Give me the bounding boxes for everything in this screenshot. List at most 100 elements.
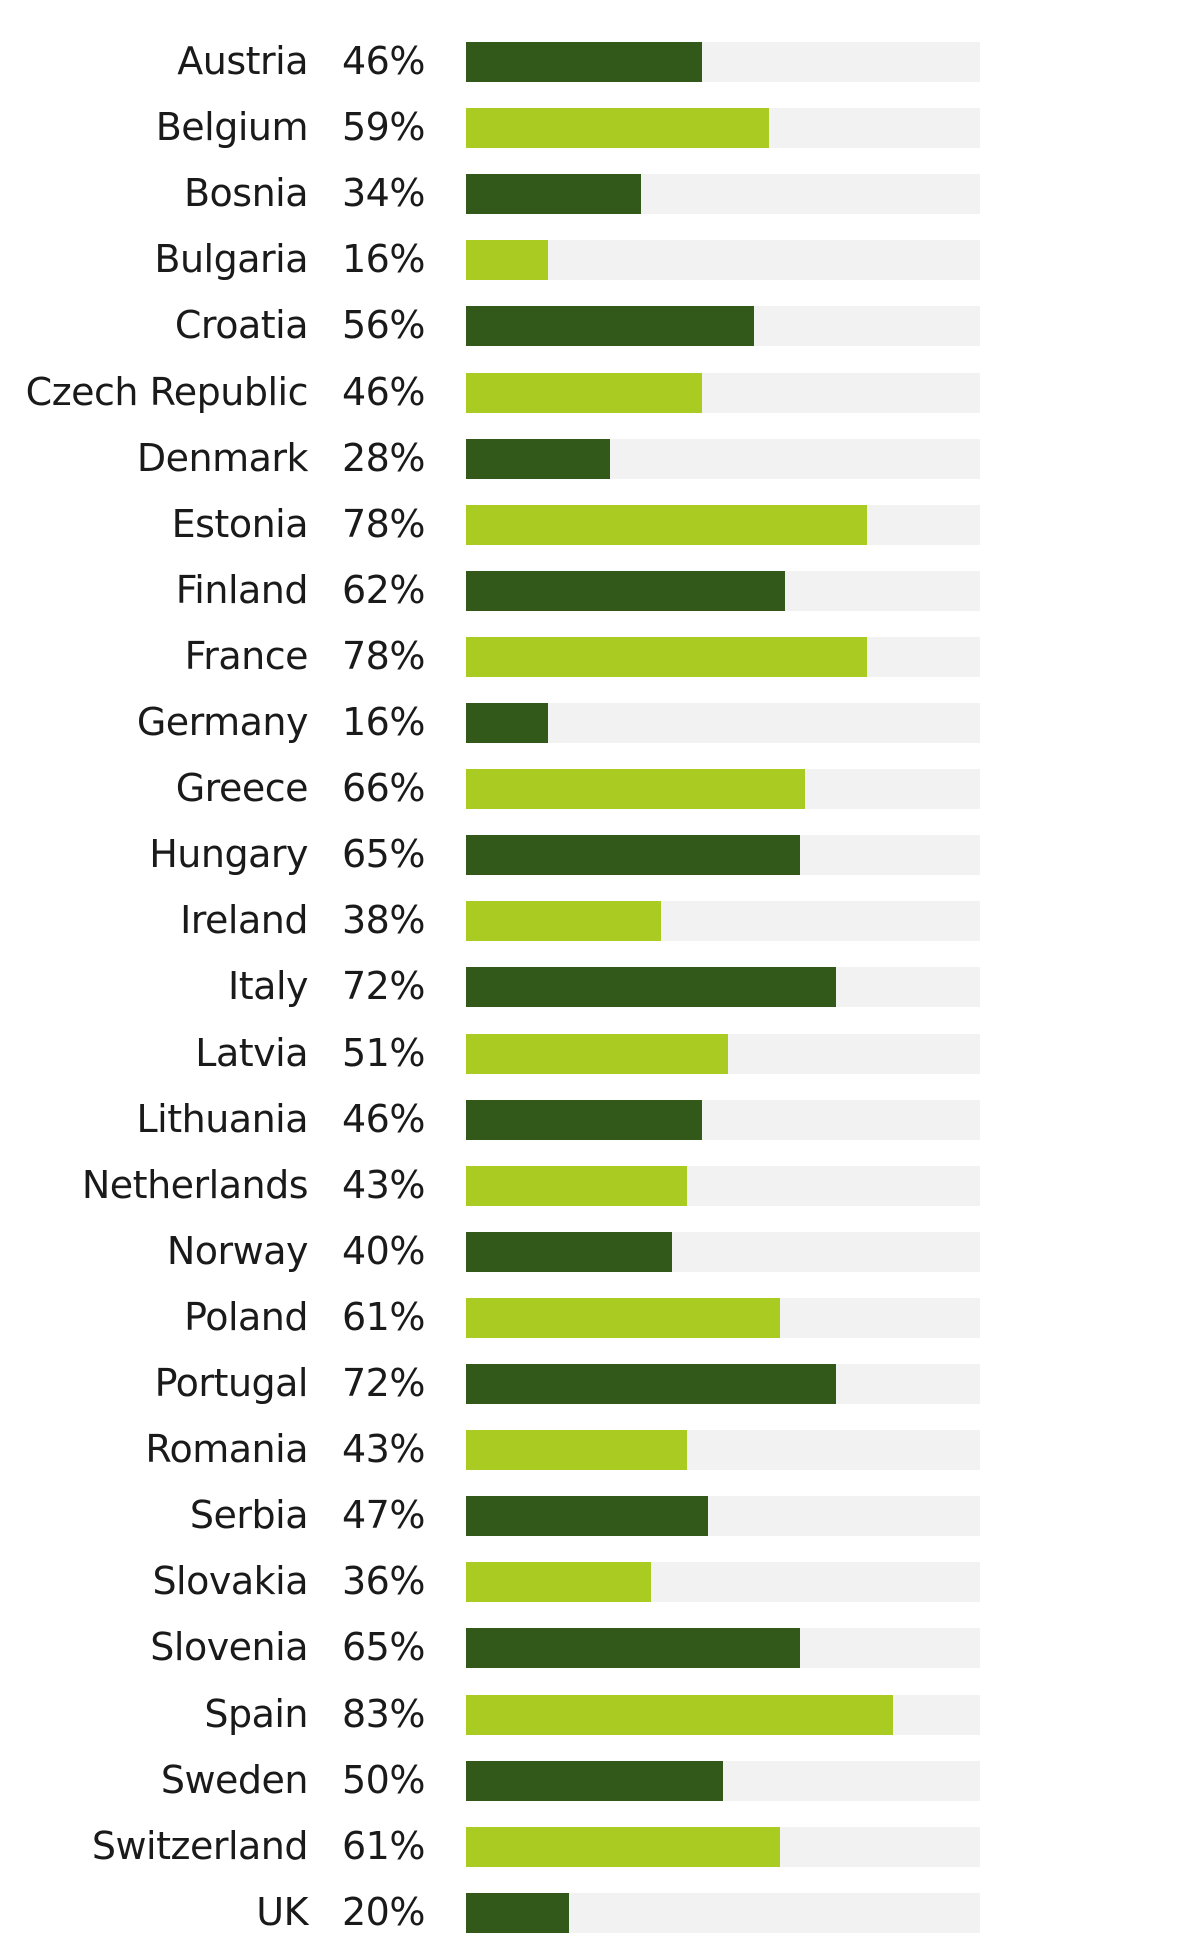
bar-row: Slovenia 65%: [0, 1614, 1200, 1680]
category-label: Norway: [166, 1228, 309, 1273]
category-label: Serbia: [189, 1493, 309, 1538]
bar-track: [466, 1099, 980, 1140]
bar-track: [466, 1826, 980, 1867]
category-label: Czech Republic: [25, 369, 309, 414]
value-label: 65%: [342, 1625, 425, 1670]
bar-row: Hungary 65%: [0, 821, 1200, 887]
bar-row: UK 20%: [0, 1879, 1200, 1945]
value-label: 46%: [342, 369, 425, 414]
bar-track: [466, 42, 980, 82]
bar-row: Greece 66%: [0, 755, 1200, 821]
bar: [466, 1496, 708, 1537]
bar-row: Austria 46%: [0, 28, 1200, 94]
category-label: Sweden: [160, 1757, 309, 1802]
bar-track: [466, 306, 980, 347]
bar: [466, 1760, 723, 1801]
value-label: 56%: [342, 303, 425, 348]
value-label: 34%: [342, 171, 425, 216]
bar-track: [466, 835, 980, 876]
bar-row: Switzerland 61%: [0, 1813, 1200, 1879]
bar-track: [466, 1628, 980, 1669]
bar: [466, 636, 867, 677]
value-label: 61%: [342, 1294, 425, 1339]
bar-row: Finland 62%: [0, 557, 1200, 623]
bar-track: [466, 1297, 980, 1338]
bar: [466, 835, 801, 876]
bar: [466, 1099, 703, 1140]
category-label: Romania: [145, 1427, 308, 1472]
bar-track: [466, 1562, 980, 1603]
bar: [466, 1297, 780, 1338]
bar-row: Belgium 59%: [0, 94, 1200, 160]
bar-track: [466, 504, 980, 545]
category-label: Ireland: [180, 898, 308, 943]
value-label: 43%: [342, 1427, 425, 1472]
bar-track: [466, 372, 980, 413]
bar-track: [466, 901, 980, 942]
value-label: 43%: [342, 1162, 425, 1207]
bar: [466, 174, 641, 215]
value-label: 47%: [342, 1493, 425, 1538]
category-label: Bulgaria: [154, 237, 308, 282]
bar-row: Spain 83%: [0, 1681, 1200, 1747]
value-label: 16%: [342, 237, 425, 282]
bar-row: Bulgaria 16%: [0, 226, 1200, 292]
category-label: Estonia: [171, 501, 309, 546]
category-label: Switzerland: [91, 1823, 309, 1868]
value-label: 62%: [342, 567, 425, 612]
bar: [466, 1562, 652, 1603]
category-label: Austria: [177, 39, 308, 83]
value-label: 36%: [342, 1559, 425, 1604]
bar-track: [466, 240, 980, 281]
bar-row: Poland 61%: [0, 1284, 1200, 1350]
category-label: Poland: [184, 1294, 308, 1339]
bar: [466, 504, 867, 545]
value-label: 51%: [342, 1030, 425, 1075]
category-label: Spain: [204, 1691, 308, 1736]
bar-row: Sweden 50%: [0, 1747, 1200, 1813]
category-label: Slovakia: [152, 1559, 308, 1604]
bar-row: Portugal 72%: [0, 1350, 1200, 1416]
bar: [466, 108, 770, 149]
value-label: 59%: [342, 105, 425, 150]
bar: [466, 42, 703, 82]
value-label: 65%: [342, 832, 425, 877]
bar-row: Croatia 56%: [0, 292, 1200, 358]
bar-row: Slovakia 36%: [0, 1548, 1200, 1614]
bar-track: [466, 1033, 980, 1074]
bar-track: [466, 108, 980, 149]
category-label: France: [184, 633, 309, 678]
value-label: 83%: [342, 1691, 425, 1736]
bar-row: Romania 43%: [0, 1416, 1200, 1482]
category-label: Netherlands: [81, 1162, 309, 1207]
bar: [466, 1231, 672, 1272]
value-label: 61%: [342, 1823, 425, 1868]
bar-row: Germany 16%: [0, 689, 1200, 755]
value-label: 46%: [342, 1096, 425, 1141]
bar-track: [466, 1364, 980, 1404]
bar-track: [466, 438, 980, 479]
bar-row: Bosnia 34%: [0, 160, 1200, 226]
category-label: Greece: [175, 766, 309, 811]
bar-track: [466, 1694, 980, 1735]
bar: [466, 570, 785, 611]
bar-row: Latvia 51%: [0, 1020, 1200, 1086]
value-label: 66%: [342, 766, 425, 811]
bar-row: Estonia 78%: [0, 491, 1200, 557]
bar: [466, 1826, 780, 1867]
value-label: 38%: [342, 898, 425, 943]
bar-row: Denmark 28%: [0, 425, 1200, 491]
bar: [466, 1165, 688, 1206]
category-label: Germany: [136, 700, 309, 744]
bar-track: [466, 967, 980, 1008]
category-label: Belgium: [155, 105, 309, 150]
bar: [466, 1628, 801, 1669]
bar: [466, 1364, 837, 1404]
bar: [466, 240, 549, 281]
bar-track: [466, 1430, 980, 1471]
bar: [466, 769, 806, 810]
value-label: 28%: [342, 435, 425, 480]
bar-row: France 78%: [0, 623, 1200, 689]
bar-row: Norway 40%: [0, 1218, 1200, 1284]
